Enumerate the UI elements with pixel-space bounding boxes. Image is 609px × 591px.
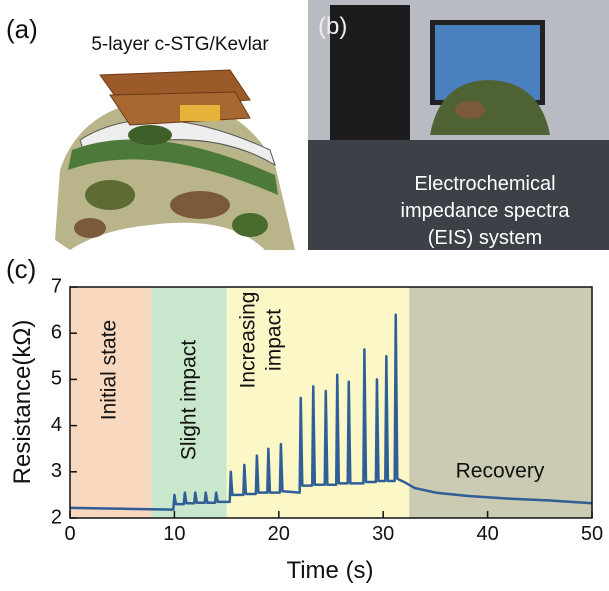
x-tick-label: 40: [476, 523, 498, 545]
y-tick-label: 7: [51, 275, 62, 297]
panel-label: (a): [6, 14, 38, 44]
y-tick-label: 4: [51, 414, 62, 436]
x-tick-label: 30: [372, 523, 394, 545]
panel-label: (b): [318, 13, 347, 40]
x-tick-label: 0: [64, 523, 75, 545]
panel-label: (c): [6, 254, 36, 284]
figure: (a) 5-layer c-STG/Kevlar (b) Electrochem…: [0, 0, 609, 586]
region-label: Slight impact: [178, 340, 201, 460]
caption-line: (EIS) system: [428, 227, 542, 249]
caption-line: impedance spectra: [401, 200, 571, 222]
region: [409, 287, 592, 518]
x-tick-label: 10: [163, 523, 185, 545]
region-label: Recovery: [456, 460, 545, 483]
y-tick-label: 5: [51, 368, 62, 390]
region-label: impact: [263, 309, 286, 371]
caption-line: Electrochemical: [414, 173, 555, 195]
region-label: Initial state: [98, 320, 121, 420]
x-axis-title: Time (s): [286, 557, 373, 584]
helmet-illustration: [55, 70, 295, 250]
x-tick-label: 50: [581, 523, 603, 545]
y-tick-label: 3: [51, 460, 62, 482]
panel-title: 5-layer c-STG/Kevlar: [91, 34, 269, 55]
y-tick-label: 2: [51, 506, 62, 528]
region-label: Increasing: [237, 292, 260, 389]
y-tick-label: 6: [51, 321, 62, 343]
y-axis-title: Resistance(kΩ): [9, 320, 36, 485]
x-tick-label: 20: [268, 523, 290, 545]
